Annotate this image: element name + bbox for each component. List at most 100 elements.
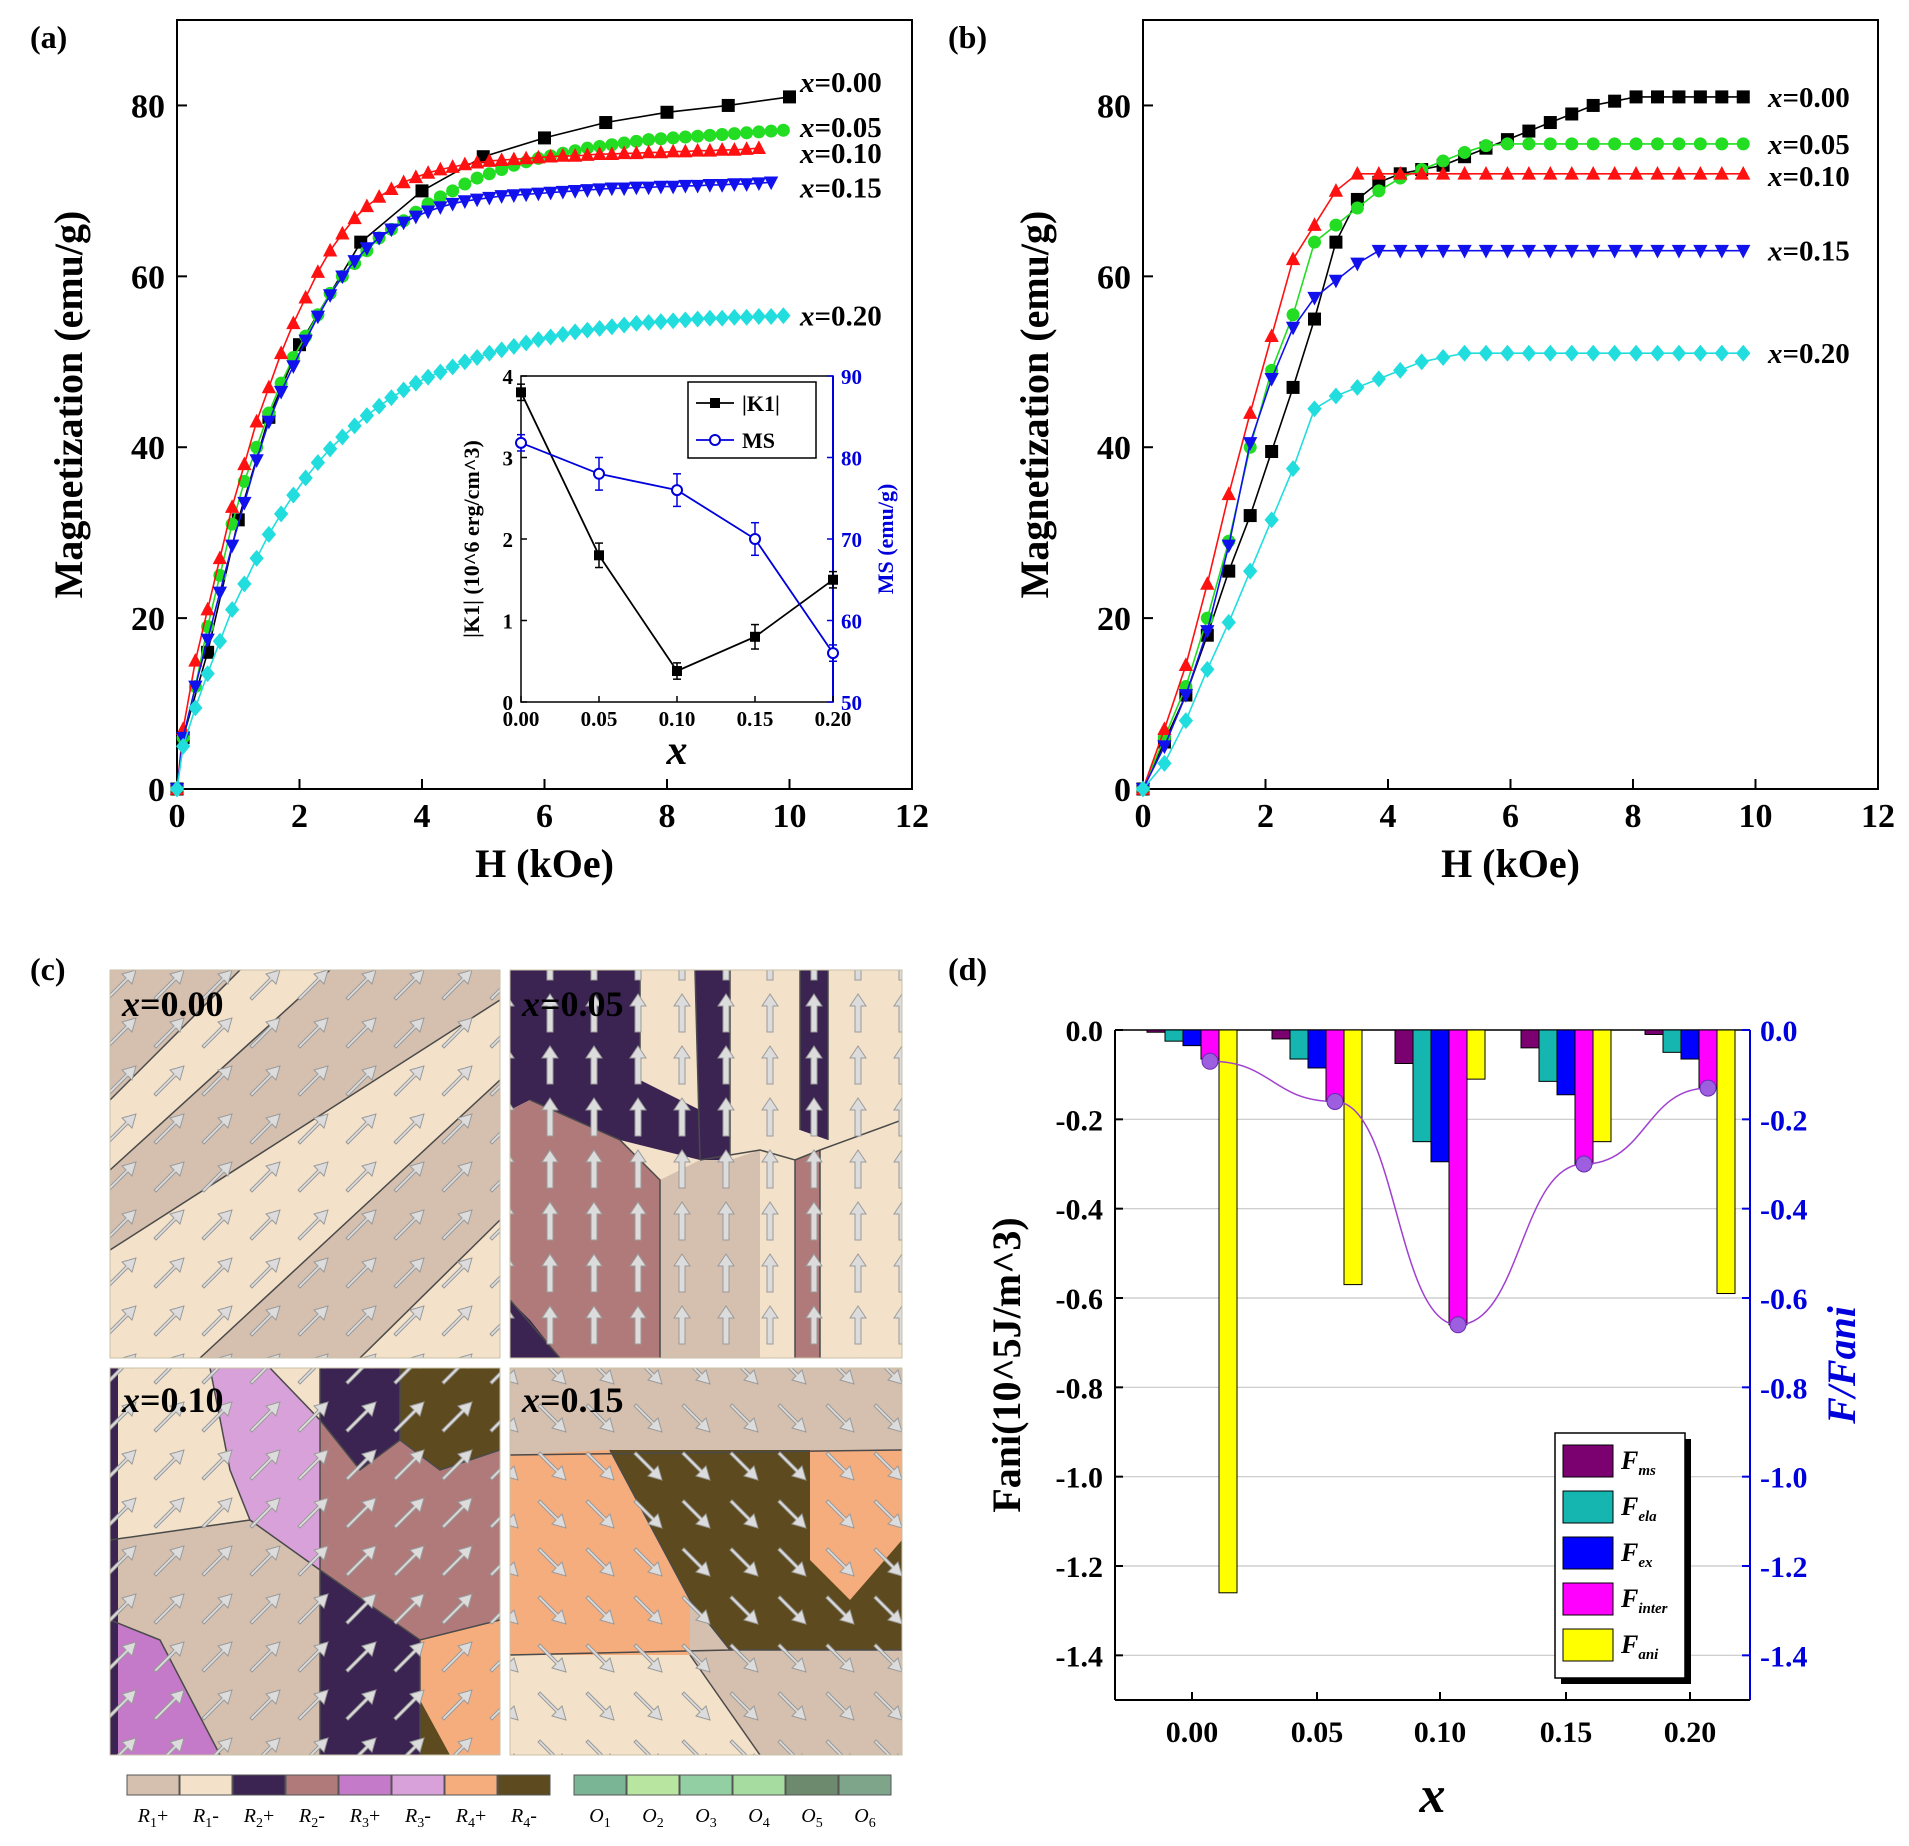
panel-label-b: (b) [948,19,987,55]
legend-label: R3+ [349,1805,381,1831]
data-point [1200,660,1215,678]
data-point [347,210,362,225]
data-point [1286,308,1300,322]
legend-label: R2+ [243,1805,275,1831]
data-point [396,381,411,399]
data-point [1478,344,1494,362]
data-point [727,308,742,326]
data-point [1393,166,1408,180]
series-label: x=0.00 [799,67,882,99]
series-label-var: x [799,138,815,170]
data-point [1715,137,1729,151]
data-point [1285,321,1301,336]
legend-label-sub: 1 [205,1816,212,1831]
data-point [1607,166,1622,180]
data-point [506,151,522,166]
data-point [1478,166,1494,180]
inset-y-tick-label-right: 80 [841,447,862,471]
legend-label: R2- [298,1805,325,1831]
data-point [543,186,558,201]
data-point [592,146,607,160]
series-label-var: x [799,301,815,333]
data-point [665,143,681,158]
data-point [286,486,301,504]
y-tick-label-right: -1.4 [1760,1640,1808,1673]
data-point [384,389,399,407]
legend-swatch [232,1774,286,1796]
legend-label-sub: 3 [362,1816,369,1831]
data-point [1522,124,1536,138]
data-point [433,201,448,215]
data-point [249,549,264,567]
data-point [482,191,497,206]
ratio-point [1449,1316,1467,1334]
data-point [212,632,228,650]
inset-y-tick-label-left: 3 [503,447,514,471]
data-point [1328,387,1344,405]
x-tick-label: 6 [1502,798,1519,835]
data-point [494,341,509,359]
data-point [261,415,277,430]
data-point [506,189,522,203]
series-label: x=0.20 [799,301,882,333]
series-label-var: x [1767,82,1783,114]
data-point [1350,166,1365,180]
legend-label-sign: + [369,1805,380,1827]
bar [1430,1029,1450,1163]
y-tick-label: 20 [131,601,165,638]
data-point [555,148,571,162]
data-point [1457,244,1472,259]
data-point [249,413,264,428]
data-point [604,318,620,336]
data-point [1543,344,1558,362]
data-point [1458,145,1472,159]
data-point [1543,244,1558,259]
data-point [1264,511,1279,529]
domain-tile-label-value: =0.00 [140,984,224,1024]
bar [1644,1029,1664,1035]
data-point [1651,90,1664,104]
y-axis-label-right: F/Fani [1819,1306,1864,1425]
bar [1182,1029,1202,1047]
legend-swatch [573,1774,627,1796]
y-tick-label-right: -0.6 [1760,1283,1808,1316]
data-point [1671,166,1687,180]
series-label-value: =0.10 [1783,161,1850,193]
data-point [1608,94,1622,108]
bar-legend-label-sub: ex [1638,1555,1653,1571]
panel-c-domain-maps: x=0.00 x=0.05x=0.10 x=0.15 R1+ R1- R2+ R2- R3+… [109,969,903,1831]
data-point [446,184,460,198]
series-label: x=0.20 [1767,338,1850,370]
data-point [617,136,631,150]
legend-label-base: O [642,1805,656,1827]
data-point [555,185,571,200]
data-point [604,146,620,160]
data-point [310,264,326,278]
ratio-point [1326,1092,1344,1110]
x-tick-label: 12 [1861,798,1895,835]
data-point [567,323,583,341]
inset-data-point [827,647,839,660]
data-point [1285,460,1301,478]
data-point [518,334,534,352]
series-label: x=0.15 [799,172,882,204]
data-point [751,140,767,155]
data-point [721,98,735,112]
bar-legend-swatch [1562,1536,1614,1570]
inset-y-tick-label-right: 60 [841,610,862,634]
data-point [261,525,277,543]
data-point [286,360,301,374]
bar-legend-label-base: F [1620,1446,1638,1475]
legend-label-sub: 3 [417,1816,424,1831]
series-label: x=0.05 [799,112,882,144]
data-point [604,182,620,197]
data-point [641,144,656,159]
series-x=0.20: x=0.20 [169,301,882,798]
data-point [518,188,534,203]
data-point [224,601,240,619]
data-point [1243,509,1257,523]
bar [1307,1029,1327,1069]
inset-data-point [515,436,527,449]
data-point [1221,539,1236,554]
inset-data-point [672,666,682,677]
